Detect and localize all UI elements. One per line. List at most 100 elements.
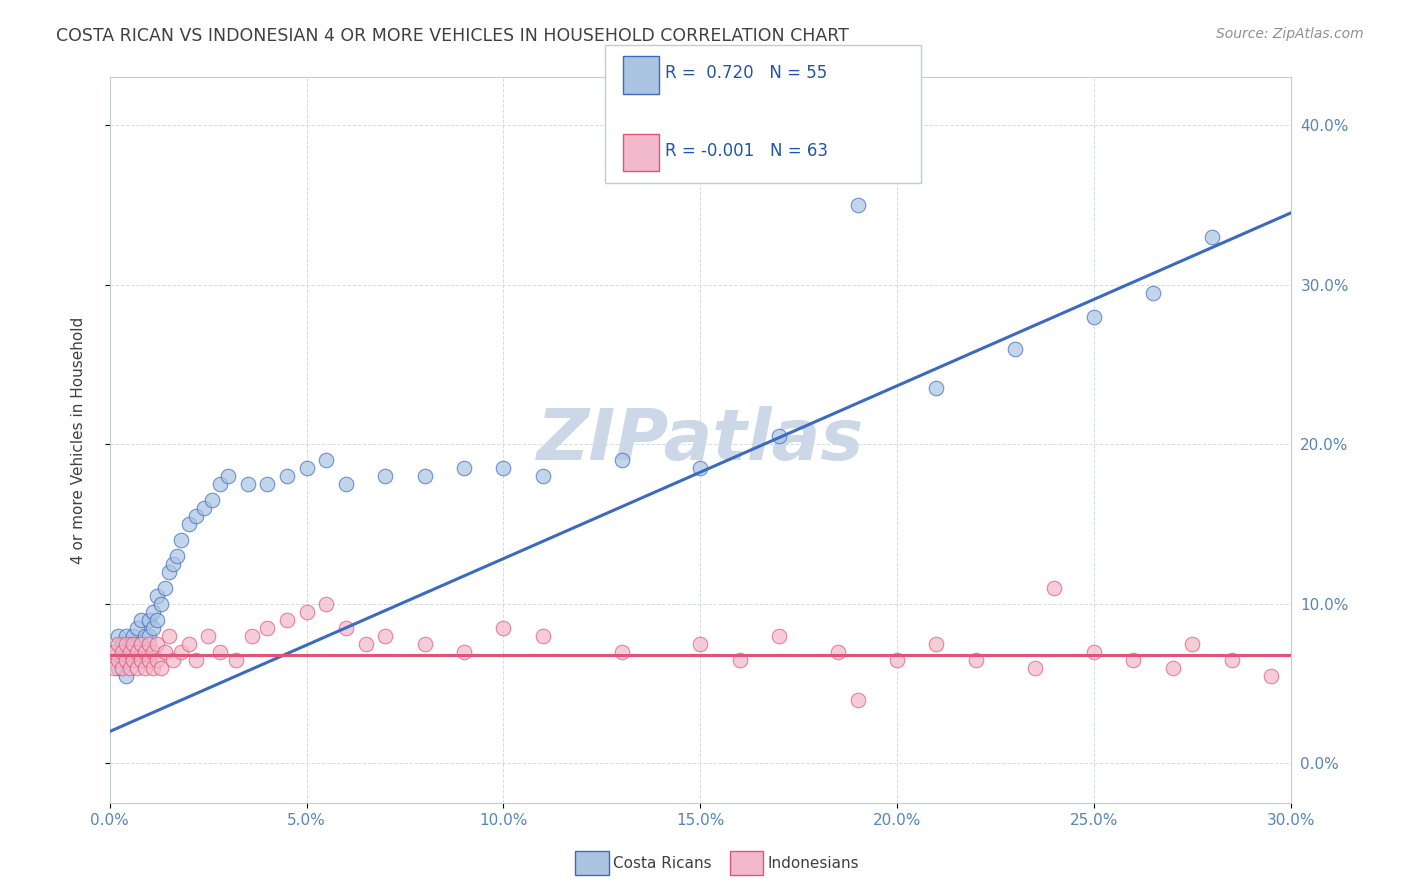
Point xyxy=(256,477,278,491)
Point xyxy=(217,469,239,483)
Point xyxy=(886,653,908,667)
Point xyxy=(453,461,475,475)
Point xyxy=(1083,645,1105,659)
Point xyxy=(177,637,200,651)
Point xyxy=(103,645,125,659)
Point xyxy=(531,629,554,643)
Point xyxy=(142,621,165,635)
Point xyxy=(114,668,136,682)
Point xyxy=(122,637,145,651)
Point xyxy=(177,517,200,532)
Point xyxy=(186,509,208,524)
Point xyxy=(103,645,125,659)
Point xyxy=(170,645,193,659)
Point xyxy=(315,453,337,467)
Point xyxy=(209,645,232,659)
Point xyxy=(354,637,377,651)
Point xyxy=(162,557,184,571)
Text: ZIPatlas: ZIPatlas xyxy=(537,406,863,475)
Point xyxy=(118,653,141,667)
Point xyxy=(138,637,160,651)
Point xyxy=(276,613,298,627)
Point xyxy=(127,621,149,635)
Point xyxy=(146,637,169,651)
Point xyxy=(846,692,869,706)
Point xyxy=(1260,668,1282,682)
Point xyxy=(134,660,156,674)
Point xyxy=(122,645,145,659)
Point xyxy=(107,637,129,651)
Point xyxy=(197,629,219,643)
Point xyxy=(111,653,134,667)
Text: R =  0.720   N = 55: R = 0.720 N = 55 xyxy=(665,64,827,82)
Text: COSTA RICAN VS INDONESIAN 4 OR MORE VEHICLES IN HOUSEHOLD CORRELATION CHART: COSTA RICAN VS INDONESIAN 4 OR MORE VEHI… xyxy=(56,27,849,45)
Point xyxy=(153,581,176,595)
Point xyxy=(925,382,948,396)
Point xyxy=(827,645,849,659)
Point xyxy=(374,629,396,643)
Point xyxy=(965,653,987,667)
Point xyxy=(193,501,215,516)
Point xyxy=(236,477,259,491)
Point xyxy=(276,469,298,483)
Point xyxy=(131,653,153,667)
Point xyxy=(122,629,145,643)
Point xyxy=(150,597,173,611)
Point xyxy=(114,637,136,651)
Point xyxy=(295,461,318,475)
Point xyxy=(134,645,156,659)
Point xyxy=(201,493,224,508)
Text: R = -0.001   N = 63: R = -0.001 N = 63 xyxy=(665,142,828,160)
Point xyxy=(374,469,396,483)
Point xyxy=(209,477,232,491)
Point xyxy=(1201,230,1223,244)
Point xyxy=(111,660,134,674)
Text: Source: ZipAtlas.com: Source: ZipAtlas.com xyxy=(1216,27,1364,41)
Point xyxy=(492,621,515,635)
Point xyxy=(138,629,160,643)
Point xyxy=(413,637,436,651)
Point xyxy=(1043,581,1066,595)
Point xyxy=(846,198,869,212)
Point xyxy=(170,533,193,547)
Point xyxy=(138,613,160,627)
Point xyxy=(225,653,247,667)
Point xyxy=(256,621,278,635)
Point xyxy=(768,629,790,643)
Y-axis label: 4 or more Vehicles in Household: 4 or more Vehicles in Household xyxy=(72,317,86,564)
Point xyxy=(107,653,129,667)
Point xyxy=(146,589,169,603)
Point xyxy=(114,629,136,643)
Point xyxy=(335,621,357,635)
Point xyxy=(127,660,149,674)
Point xyxy=(107,660,129,674)
Point xyxy=(118,637,141,651)
Point xyxy=(1161,660,1184,674)
Point xyxy=(689,461,711,475)
Point xyxy=(153,645,176,659)
Text: Indonesians: Indonesians xyxy=(768,856,859,871)
Point xyxy=(103,660,125,674)
Text: Costa Ricans: Costa Ricans xyxy=(613,856,711,871)
Point xyxy=(728,653,751,667)
Point xyxy=(413,469,436,483)
Point xyxy=(1004,342,1026,356)
Point xyxy=(134,645,156,659)
Point xyxy=(114,653,136,667)
Point xyxy=(689,637,711,651)
Point xyxy=(315,597,337,611)
Point xyxy=(111,637,134,651)
Point xyxy=(118,660,141,674)
Point xyxy=(1083,310,1105,324)
Point xyxy=(166,549,188,563)
Point xyxy=(157,629,180,643)
Point xyxy=(295,605,318,619)
Point xyxy=(142,645,165,659)
Point xyxy=(131,637,153,651)
Point xyxy=(610,453,633,467)
Point xyxy=(1142,285,1164,300)
Point xyxy=(131,653,153,667)
Point xyxy=(1220,653,1243,667)
Point xyxy=(335,477,357,491)
Point xyxy=(146,613,169,627)
